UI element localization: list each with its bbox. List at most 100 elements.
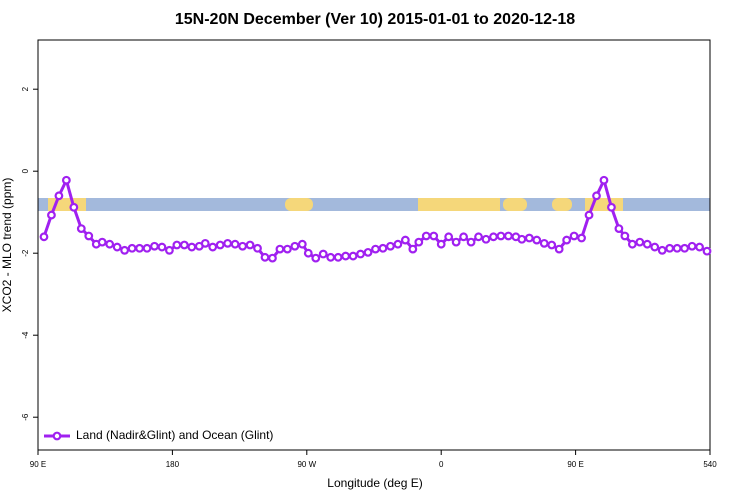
chart-title: 15N-20N December (Ver 10) 2015-01-01 to … [175, 11, 575, 28]
legend-label: Land (Nadir&Glint) and Ocean (Glint) [76, 428, 273, 442]
data-point [282, 244, 292, 254]
data-point [466, 237, 476, 247]
data-point [562, 235, 572, 245]
data-point [127, 243, 137, 253]
data-point [326, 252, 336, 262]
map-band [38, 198, 710, 211]
data-point [627, 239, 637, 249]
x-tick-label: 90 W [297, 460, 316, 469]
data-point [135, 243, 144, 253]
data-point [165, 245, 174, 255]
data-point [47, 210, 56, 220]
y-tick-label: -4 [21, 331, 30, 339]
data-point [39, 232, 49, 242]
data-point [69, 202, 79, 212]
data-point [105, 239, 115, 249]
data-point [215, 240, 225, 250]
data-point [577, 233, 586, 243]
data-point [260, 252, 270, 262]
legend-marker [52, 431, 62, 441]
data-point [179, 240, 189, 250]
data-point [408, 244, 418, 254]
data-point [592, 191, 601, 201]
data-point [620, 231, 630, 241]
data-point [275, 244, 285, 254]
data-point [650, 242, 660, 252]
data-point [378, 243, 388, 253]
data-point [208, 242, 218, 252]
data-point [341, 251, 351, 261]
data-point [371, 244, 380, 254]
data-point [496, 231, 506, 241]
x-tick-label: 540 [703, 460, 717, 469]
data-point [120, 245, 130, 255]
data-point [451, 237, 461, 247]
data-point [348, 251, 358, 261]
data-point [157, 242, 167, 252]
data-point [400, 235, 410, 245]
y-tick-label: 0 [21, 168, 30, 173]
data-point [303, 248, 313, 258]
data-point [97, 237, 107, 247]
data-point [436, 239, 446, 249]
data-point [230, 239, 240, 249]
data-point [504, 231, 513, 241]
data-point [607, 202, 616, 212]
data-point [421, 231, 431, 241]
x-tick-label: 180 [166, 460, 180, 469]
data-point [386, 241, 395, 251]
data-point [532, 235, 542, 245]
data-point [112, 242, 122, 252]
data-point [444, 232, 454, 242]
data-point [657, 245, 667, 255]
data-point [547, 240, 557, 250]
data-point [672, 243, 682, 253]
data-point [187, 242, 197, 252]
data-point [297, 239, 307, 249]
data-point [635, 237, 645, 247]
data-point [584, 210, 594, 220]
data-point [223, 238, 233, 248]
data-point [76, 224, 86, 234]
data-point [268, 253, 277, 263]
data-point [599, 175, 609, 185]
y-tick-label: -6 [21, 413, 30, 421]
data-point [474, 232, 483, 242]
data-point [695, 242, 704, 252]
data-point [142, 243, 152, 253]
data-point [363, 247, 373, 257]
x-tick-label: 0 [439, 460, 444, 469]
data-point [614, 224, 624, 234]
data-point [517, 234, 527, 244]
x-tick-label: 90 E [567, 460, 583, 469]
data-point [489, 232, 498, 242]
data-point [680, 243, 690, 253]
data-point [84, 231, 94, 241]
data-point [356, 249, 365, 259]
plot-frame [37, 39, 711, 451]
data-point [459, 232, 469, 242]
data-point [393, 239, 403, 249]
data-point [414, 237, 424, 247]
data-point [569, 231, 579, 241]
data-point [665, 243, 675, 253]
data-point [290, 241, 300, 251]
data-point [687, 241, 697, 251]
data-point [238, 241, 247, 251]
data-point [318, 249, 328, 259]
data-point [642, 239, 652, 249]
data-point [54, 191, 64, 201]
data-point [481, 234, 491, 244]
y-tick-label: -2 [21, 249, 30, 257]
data-point [524, 233, 534, 243]
data-point [200, 238, 210, 248]
x-axis-label: Longitude (deg E) [327, 476, 422, 490]
y-axis-label: XCO2 - MLO trend (ppm) [0, 178, 14, 313]
data-point [311, 253, 321, 263]
y-tick-label: 2 [21, 86, 30, 91]
data-point [333, 252, 343, 262]
x-tick-label: 90 E [30, 460, 46, 469]
data-point [702, 246, 712, 256]
data-point [539, 238, 549, 248]
